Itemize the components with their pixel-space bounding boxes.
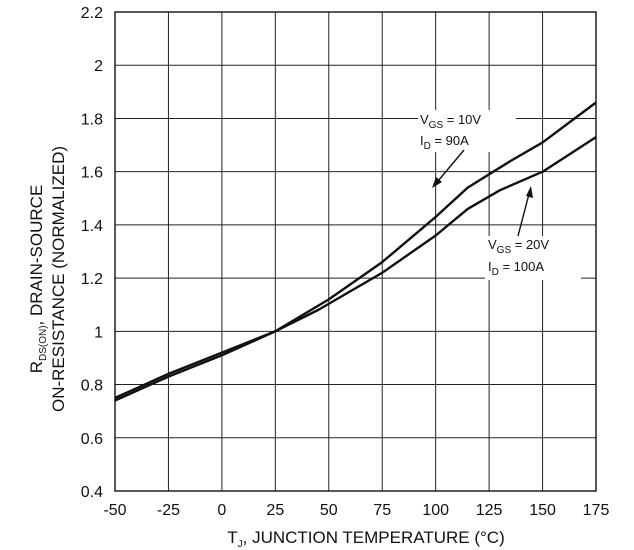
x-tick-label-8: 150 — [529, 502, 556, 519]
x-axis-label-sub: J — [238, 539, 243, 550]
y-tick-label-3: 1 — [94, 324, 103, 341]
annotation-2-line1-main: V — [488, 237, 497, 252]
grid — [114, 11, 597, 492]
y-tick-label-9: 2.2 — [81, 5, 103, 22]
annotation-2-line2-sub: D — [492, 267, 499, 278]
y-axis-label-line1-rest: , DRAIN-SOURCE — [27, 185, 46, 326]
y-tick-label-8: 2 — [94, 58, 103, 75]
svg-text:VGS = 10V: VGS = 10V — [420, 112, 481, 131]
x-axis-label-rest: , JUNCTION TEMPERATURE (°C) — [243, 528, 505, 547]
y-tick-label-4: 1.2 — [81, 271, 103, 288]
annotation-1-line1-sub: GS — [429, 120, 444, 131]
svg-text:ID = 100A: ID = 100A — [488, 259, 544, 278]
y-tick-label-0: 0.4 — [81, 484, 103, 501]
series-lines — [114, 101, 597, 402]
y-tick-label-6: 1.6 — [81, 165, 103, 182]
series-line-2 — [114, 136, 597, 399]
annotation-2-line2-main: I — [488, 259, 492, 274]
annotation-1-arrow — [437, 149, 465, 182]
annotation-vgs-10v: VGS = 10V ID = 90A — [418, 110, 516, 188]
y-tick-label-7: 1.8 — [81, 111, 103, 128]
annotation-1-line1-main: V — [420, 112, 429, 127]
x-tick-label-4: 50 — [320, 502, 338, 519]
annotation-vgs-20v: VGS = 20V ID = 100A — [485, 186, 581, 280]
annotation-2-line1-sub: GS — [497, 245, 512, 256]
annotation-1-line2-main: I — [420, 133, 424, 148]
annotation-1-line1-rest: = 10V — [443, 112, 481, 127]
x-tick-label-1: -25 — [157, 502, 180, 519]
y-axis-label: RDS(ON), DRAIN-SOURCE ON-RESISTANCE (NOR… — [27, 146, 68, 412]
x-tick-label-9: 175 — [583, 502, 610, 519]
annotation-1-arrowhead — [432, 177, 442, 188]
x-tick-label-2: 0 — [217, 502, 226, 519]
y-tick-label-5: 1.4 — [81, 218, 103, 235]
y-axis-label-line1-main: R — [27, 361, 46, 373]
series-line-1 — [114, 101, 597, 402]
x-axis-label-main: T — [227, 528, 237, 547]
annotation-2-line2-rest: = 100A — [499, 259, 545, 274]
x-tick-label-6: 100 — [422, 502, 449, 519]
annotation-2-arrow — [517, 193, 530, 237]
annotation-2-line1-rest: = 20V — [511, 237, 549, 252]
y-axis-label-line1-sub: DS(ON) — [38, 325, 49, 361]
y-tick-label-1: 0.6 — [81, 431, 103, 448]
annotation-1-line2-sub: D — [424, 141, 431, 152]
y-axis-label-line2: ON-RESISTANCE (NORMALIZED) — [49, 146, 68, 412]
plot-frame — [114, 11, 597, 492]
svg-text:ID = 90A: ID = 90A — [420, 133, 469, 152]
svg-text:VGS = 20V: VGS = 20V — [488, 237, 549, 256]
x-axis-label: TJ, JUNCTION TEMPERATURE (°C) — [227, 528, 505, 550]
x-tick-label-3: 25 — [266, 502, 284, 519]
annotation-1-line2-rest: = 90A — [431, 133, 469, 148]
y-tick-label-2: 0.8 — [81, 378, 103, 395]
x-tick-label-7: 125 — [476, 502, 503, 519]
x-tick-label-5: 75 — [373, 502, 391, 519]
x-tick-label-0: -50 — [103, 502, 126, 519]
tick-labels: -50 -25 0 25 50 75 100 125 150 175 0.4 0.6 0.8 1 1.2 1.… — [81, 5, 610, 519]
svg-text:RDS(ON), DRAIN-SOURCE: RDS(ON), DRAIN-SOURCE — [27, 185, 49, 374]
annotation-2-arrowhead — [526, 186, 533, 198]
